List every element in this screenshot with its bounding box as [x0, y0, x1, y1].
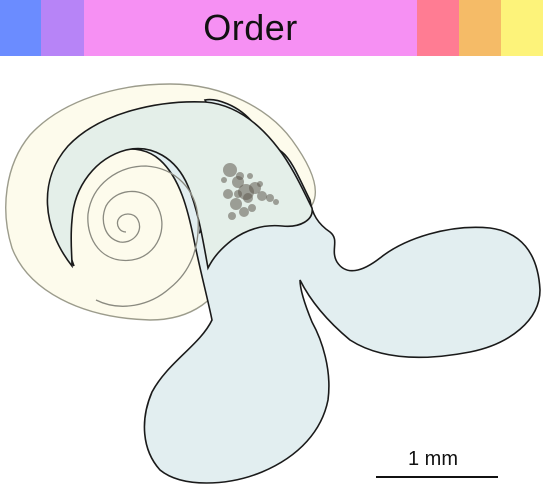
banner-segment-orange	[459, 0, 501, 56]
curl-region	[46, 100, 313, 271]
color-banner: Order	[0, 0, 543, 56]
banner-segment-blue	[0, 0, 41, 56]
banner-segment-yellow	[501, 0, 543, 56]
cell-cluster	[221, 163, 279, 220]
banner-segment-red	[417, 0, 459, 56]
banner-title: Order	[203, 7, 298, 48]
scale-bar-label: 1 mm	[408, 448, 458, 470]
banner-segment-pink: Order	[84, 0, 417, 56]
spiral	[87, 165, 199, 307]
banner-segment-purple	[41, 0, 84, 56]
